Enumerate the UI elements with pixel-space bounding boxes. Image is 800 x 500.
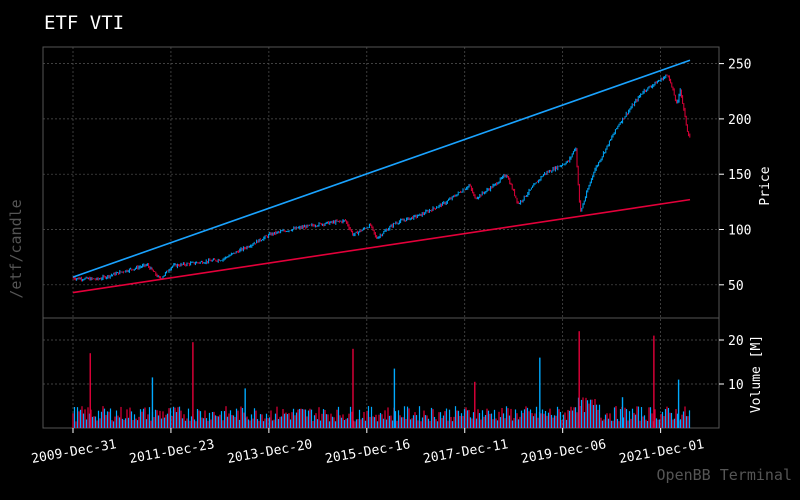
- x-tick-label: 2015-Dec-16: [324, 437, 411, 467]
- brand-watermark: OpenBB Terminal: [656, 466, 792, 484]
- x-tick-label: 2013-Dec-20: [226, 437, 313, 467]
- price-candles: [72, 74, 691, 282]
- price-panel-frame: [42, 46, 720, 319]
- x-tick-label: 2011-Dec-23: [128, 437, 215, 467]
- resistance-trendline: [72, 59, 691, 278]
- price-tick-label: 150: [728, 168, 751, 183]
- price-tick-label: 50: [728, 279, 744, 294]
- price-tick-label: 100: [728, 224, 751, 239]
- x-tick-label: 2019-Dec-06: [520, 437, 607, 467]
- support-trendline: [72, 198, 691, 294]
- price-tick-label: 200: [728, 113, 751, 128]
- price-axis-label: Price: [758, 166, 773, 205]
- volume-tick-label: 20: [728, 334, 744, 349]
- x-tick-label: 2017-Dec-11: [422, 437, 509, 467]
- volume-axis-label: Volume [M]: [749, 335, 764, 413]
- chart-title: ETF VTI: [44, 12, 125, 34]
- price-tick-label: 250: [728, 58, 751, 73]
- volume-bars: [72, 331, 691, 428]
- volume-y-ticks: 10 20: [719, 334, 744, 393]
- price-y-ticks: 50 100 150 200 250: [719, 58, 751, 294]
- x-tick-label: 2021-Dec-01: [618, 437, 705, 467]
- trendlines: [72, 59, 691, 294]
- grid: [43, 47, 719, 428]
- x-tick-label: 2009-Dec-31: [30, 437, 117, 467]
- volume-tick-label: 10: [728, 378, 744, 393]
- x-ticks: 2009-Dec-31 2011-Dec-23 2013-Dec-20 2015-De…: [30, 428, 705, 467]
